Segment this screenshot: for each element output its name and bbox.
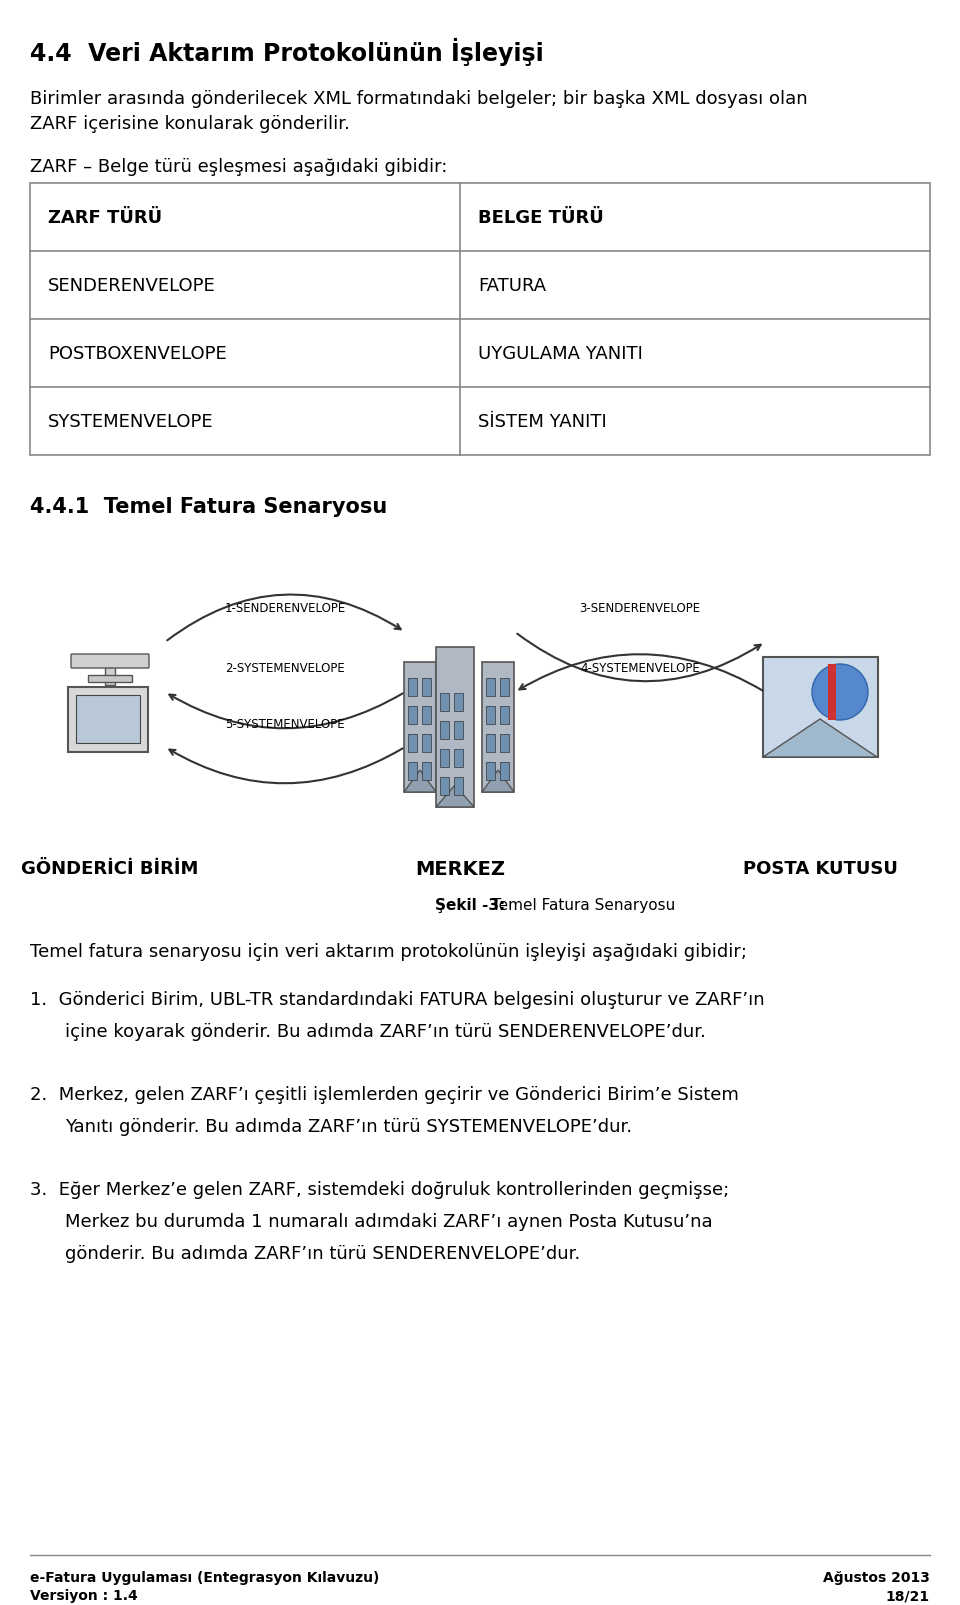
Bar (500, 706, 509, 724)
Text: POSTBOXENVELOPE: POSTBOXENVELOPE (48, 345, 227, 363)
Bar (454, 777, 463, 794)
Bar (440, 777, 449, 794)
Bar (440, 721, 449, 738)
Text: Ağustos 2013: Ağustos 2013 (823, 1571, 930, 1586)
Text: ZARF – Belge türü eşleşmesi aşağıdaki gibidir:: ZARF – Belge türü eşleşmesi aşağıdaki gi… (30, 157, 447, 177)
Bar (486, 733, 495, 753)
Bar (408, 733, 417, 753)
Bar (500, 762, 509, 780)
Text: Yanıtı gönderir. Bu adımda ZARF’ın türü SYSTEMENVELOPE’dur.: Yanıtı gönderir. Bu adımda ZARF’ın türü … (65, 1119, 632, 1136)
Polygon shape (482, 770, 514, 791)
Bar (500, 733, 509, 753)
Text: Birimler arasında gönderilecek XML formatındaki belgeler; bir başka XML dosyası : Birimler arasında gönderilecek XML forma… (30, 90, 807, 108)
Bar (422, 762, 431, 780)
Bar (408, 677, 417, 697)
Bar (404, 661, 436, 791)
Bar (440, 693, 449, 711)
Bar (763, 656, 878, 758)
Text: SENDERENVELOPE: SENDERENVELOPE (48, 276, 216, 295)
Bar (422, 706, 431, 724)
Text: 4.4.1  Temel Fatura Senaryosu: 4.4.1 Temel Fatura Senaryosu (30, 498, 387, 517)
Text: SYSTEMENVELOPE: SYSTEMENVELOPE (48, 412, 214, 430)
Bar (436, 647, 474, 807)
Text: SİSTEM YANITI: SİSTEM YANITI (478, 412, 607, 430)
Text: ZARF TÜRÜ: ZARF TÜRÜ (48, 209, 162, 226)
Bar (440, 750, 449, 767)
Text: gönderir. Bu adımda ZARF’ın türü SENDERENVELOPE’dur.: gönderir. Bu adımda ZARF’ın türü SENDERE… (65, 1245, 580, 1263)
Bar (76, 695, 140, 743)
Bar (30, 183, 930, 454)
Text: UYGULAMA YANITI: UYGULAMA YANITI (478, 345, 643, 363)
Text: e-Fatura Uygulaması (Entegrasyon Kılavuzu): e-Fatura Uygulaması (Entegrasyon Kılavuz… (30, 1571, 379, 1586)
Text: Temel Fatura Senaryosu: Temel Fatura Senaryosu (487, 899, 675, 913)
Text: 3.  Eğer Merkez’e gelen ZARF, sistemdeki doğruluk kontrollerinden geçmişse;: 3. Eğer Merkez’e gelen ZARF, sistemdeki … (30, 1181, 730, 1199)
Bar (486, 762, 495, 780)
Bar (454, 750, 463, 767)
Bar (500, 677, 509, 697)
Bar (422, 733, 431, 753)
Polygon shape (436, 785, 474, 807)
Text: POSTA KUTUSU: POSTA KUTUSU (743, 860, 898, 878)
Text: FATURA: FATURA (478, 276, 546, 295)
Polygon shape (763, 719, 877, 758)
Text: içine koyarak gönderir. Bu adımda ZARF’ın türü SENDERENVELOPE’dur.: içine koyarak gönderir. Bu adımda ZARF’ı… (65, 1022, 706, 1042)
Text: 1-SENDERENVELOPE: 1-SENDERENVELOPE (225, 602, 346, 615)
Text: 5-SYSTEMENVELOPE: 5-SYSTEMENVELOPE (226, 719, 345, 732)
Text: 4.4  Veri Aktarım Protokolünün İşleyişi: 4.4 Veri Aktarım Protokolünün İşleyişi (30, 39, 543, 66)
Bar (454, 721, 463, 738)
Bar (105, 668, 115, 685)
Bar (408, 762, 417, 780)
Text: Versiyon : 1.4: Versiyon : 1.4 (30, 1589, 137, 1603)
FancyBboxPatch shape (71, 653, 149, 668)
Circle shape (812, 664, 868, 721)
Bar (68, 687, 148, 753)
Text: GÖNDERİCİ BİRİM: GÖNDERİCİ BİRİM (21, 860, 199, 878)
Text: BELGE TÜRÜ: BELGE TÜRÜ (478, 209, 604, 226)
Bar (408, 706, 417, 724)
Bar (454, 693, 463, 711)
Text: 1.  Gönderici Birim, UBL-TR standardındaki FATURA belgesini oluşturur ve ZARF’ın: 1. Gönderici Birim, UBL-TR standardındak… (30, 990, 764, 1010)
Text: 4-SYSTEMENVELOPE: 4-SYSTEMENVELOPE (580, 661, 700, 674)
Text: Temel fatura senaryosu için veri aktarım protokolünün işleyişi aşağıdaki gibidir: Temel fatura senaryosu için veri aktarım… (30, 944, 747, 961)
Text: MERKEZ: MERKEZ (415, 860, 505, 880)
Bar (486, 677, 495, 697)
Text: ZARF içerisine konularak gönderilir.: ZARF içerisine konularak gönderilir. (30, 116, 349, 133)
Text: 3-SENDERENVELOPE: 3-SENDERENVELOPE (580, 602, 701, 615)
Text: Şekil -3:: Şekil -3: (435, 899, 505, 913)
Bar (828, 664, 836, 721)
Bar (422, 677, 431, 697)
Text: 18/21: 18/21 (886, 1589, 930, 1603)
Bar (482, 661, 514, 791)
Bar (486, 706, 495, 724)
Bar (88, 676, 132, 682)
Polygon shape (404, 770, 436, 791)
Text: 2-SYSTEMENVELOPE: 2-SYSTEMENVELOPE (226, 661, 345, 674)
Text: 2.  Merkez, gelen ZARF’ı çeşitli işlemlerden geçirir ve Gönderici Birim’e Sistem: 2. Merkez, gelen ZARF’ı çeşitli işlemler… (30, 1087, 739, 1104)
Text: Merkez bu durumda 1 numaralı adımdaki ZARF’ı aynen Posta Kutusu’na: Merkez bu durumda 1 numaralı adımdaki ZA… (65, 1213, 712, 1231)
